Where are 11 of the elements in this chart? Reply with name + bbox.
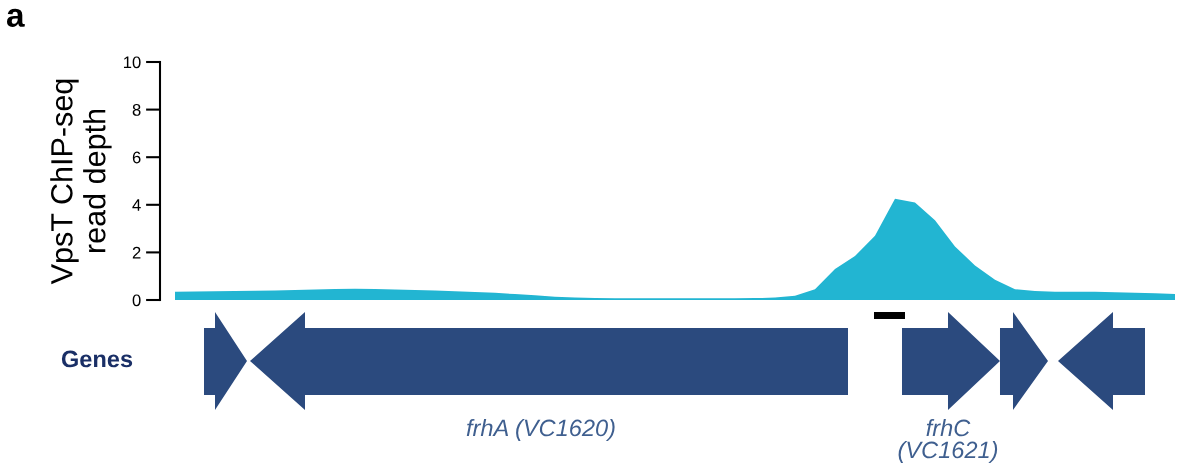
text: Genes	[61, 350, 133, 368]
y-tick-label: 2	[132, 246, 141, 259]
y-axis-title: VpsT ChIP-seq read depth	[50, 79, 112, 285]
y-tick-label: 0	[132, 294, 141, 307]
y-tick-label: 8	[132, 104, 141, 116]
text: a	[6, 8, 25, 27]
text: frhC (VC1621)	[898, 418, 998, 463]
text: frhA (VC1620)	[466, 418, 615, 441]
y-tick-label: 4	[132, 199, 141, 211]
y-tick-label: 6	[132, 151, 141, 164]
y-tick-label: 10	[123, 56, 141, 69]
